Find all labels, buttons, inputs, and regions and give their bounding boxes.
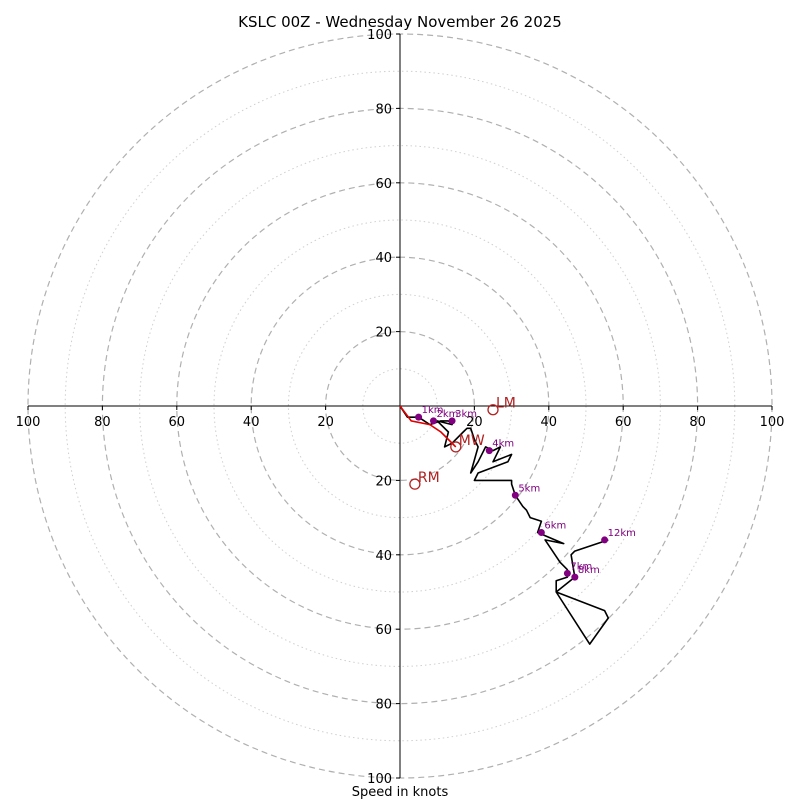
tick-label-top: 40 [375, 251, 392, 266]
wind-trace [399, 405, 610, 645]
height-marker-5km [511, 491, 519, 499]
tick-label-right: 20 [466, 415, 483, 430]
height-label-2km: 2km [436, 409, 458, 420]
tick-label-right: 60 [615, 415, 632, 430]
tick-label-bottom: 40 [375, 549, 392, 564]
hodograph-trace-line [399, 405, 610, 645]
tick-marks: 20 40 60 80 100 20 40 60 80 100 20 40 60 80 100 20 40 60 8… [16, 28, 785, 787]
tick-label-top: 20 [375, 326, 392, 341]
height-label-5km: 5km [518, 483, 540, 494]
chart-title: KSLC 00Z - Wednesday November 26 2025 [238, 13, 562, 31]
x-axis-label: Speed in knots [352, 785, 449, 800]
tick-label-right: 40 [541, 415, 558, 430]
tick-label-bottom: 100 [367, 772, 392, 787]
tick-label-right: 100 [760, 415, 785, 430]
height-marker-7km [563, 569, 571, 577]
tick-label-bottom: 60 [375, 623, 392, 638]
motion-label-LM: LM [496, 396, 516, 412]
height-label-3km: 3km [455, 409, 477, 420]
storm-motion-markers: LM MW RM [409, 396, 516, 490]
tick-label-left: 20 [317, 415, 334, 430]
height-label-1km: 1km [422, 405, 444, 416]
tick-label-left: 80 [94, 415, 111, 430]
height-marker-12km [601, 536, 609, 544]
motion-marker-MW [450, 441, 462, 453]
height-marker-3km [448, 417, 456, 425]
tick-label-left: 40 [243, 415, 260, 430]
height-label-8km: 8km [578, 565, 600, 576]
height-marker-1km [415, 413, 423, 421]
motion-marker-LM [487, 404, 499, 416]
height-marker-8km [571, 573, 579, 581]
height-marker-4km [485, 447, 493, 455]
storm-motion-line [399, 405, 457, 448]
tick-label-bottom: 80 [375, 698, 392, 713]
tick-label-right: 80 [689, 415, 706, 430]
height-label-4km: 4km [492, 439, 514, 450]
tick-label-top: 80 [375, 102, 392, 117]
motion-label-MW: MW [459, 433, 485, 449]
tick-label-top: 60 [375, 177, 392, 192]
tick-label-top: 100 [367, 28, 392, 43]
height-marker-6km [537, 528, 545, 536]
height-label-7km: 7km [570, 561, 592, 572]
height-marker-2km [429, 417, 437, 425]
tick-label-left: 60 [169, 415, 186, 430]
height-label-6km: 6km [544, 520, 566, 531]
tick-label-left: 100 [16, 415, 41, 430]
motion-label-RM: RM [418, 470, 440, 486]
height-label-12km: 12km [608, 528, 636, 539]
motion-marker-RM [409, 478, 421, 490]
tick-label-bottom: 20 [375, 474, 392, 489]
